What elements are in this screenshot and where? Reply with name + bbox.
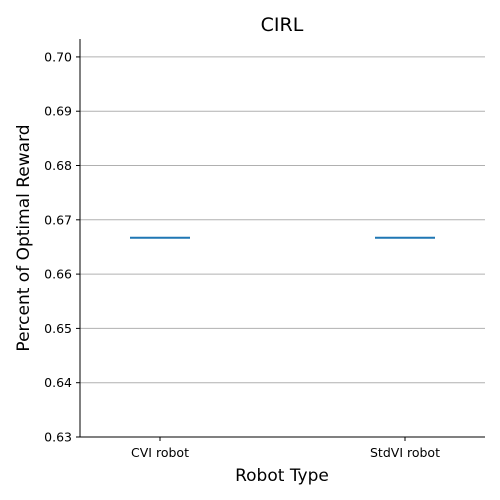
- y-tick-label: 0.67: [44, 212, 72, 227]
- y-tick-label: 0.64: [44, 375, 72, 390]
- y-tick-label: 0.69: [44, 104, 72, 119]
- x-axis: CVI robot StdVI robot: [131, 437, 440, 460]
- y-tick-label: 0.65: [44, 321, 72, 336]
- x-axis-label: Robot Type: [235, 466, 329, 486]
- chart-title: CIRL: [261, 14, 304, 36]
- y-tick-label: 0.66: [44, 267, 72, 282]
- x-tick-label: CVI robot: [131, 445, 189, 460]
- y-tick-label: 0.68: [44, 158, 72, 173]
- y-axis-label: Percent of Optimal Reward: [14, 124, 34, 351]
- grid-lines: [80, 56, 485, 384]
- y-tick-label: 0.70: [44, 49, 72, 64]
- y-axis: 0.63 0.64 0.65 0.66 0.67 0.68 0.69 0.70: [44, 49, 80, 445]
- x-tick-label: StdVI robot: [370, 445, 440, 460]
- y-tick-label: 0.63: [44, 430, 72, 445]
